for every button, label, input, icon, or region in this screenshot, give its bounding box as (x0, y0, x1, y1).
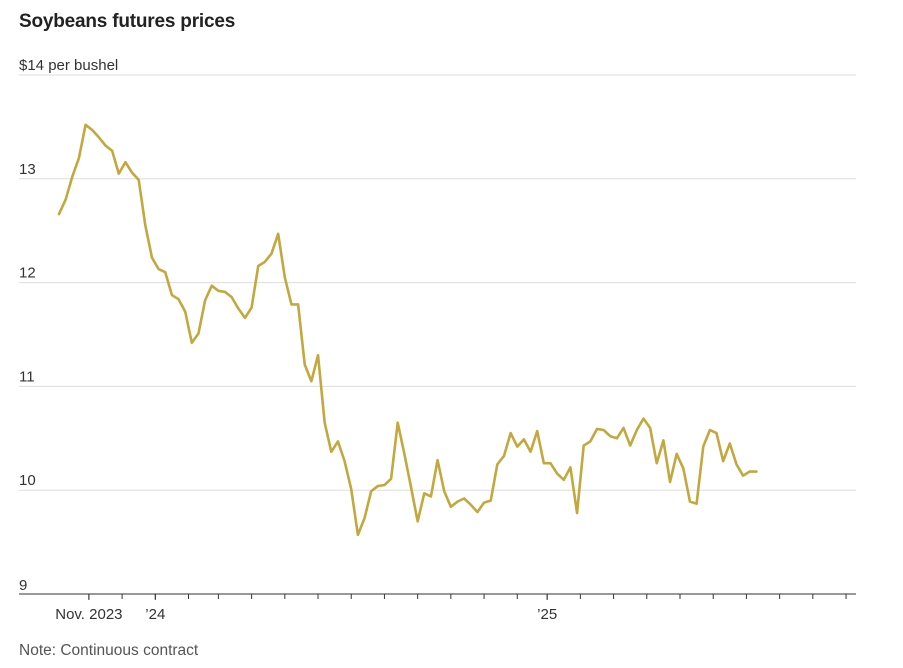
x-tick-label: ’24 (145, 606, 165, 623)
y-tick-label-12: 12 (19, 265, 36, 282)
y-tick-label-9: 9 (19, 577, 27, 594)
y-tick-label-14: $14 per bushel (19, 57, 118, 74)
chart-title: Soybeans futures prices (19, 11, 236, 32)
chart-note: Note: Continuous contract (19, 642, 199, 659)
x-tick-label: Nov. 2023 (55, 606, 122, 623)
grid-lines (19, 74, 856, 491)
x-axis: Nov. 2023 ’24 ’25 (19, 593, 856, 623)
y-tick-label-13: 13 (19, 161, 36, 178)
x-tick-label: ’25 (537, 606, 557, 623)
series-line-0 (57, 123, 758, 537)
y-tick-label-11: 11 (19, 368, 35, 385)
y-axis-labels: $14 per bushel 13 12 11 10 9 (19, 57, 118, 594)
series-group (57, 123, 758, 537)
y-tick-label-10: 10 (19, 472, 36, 489)
